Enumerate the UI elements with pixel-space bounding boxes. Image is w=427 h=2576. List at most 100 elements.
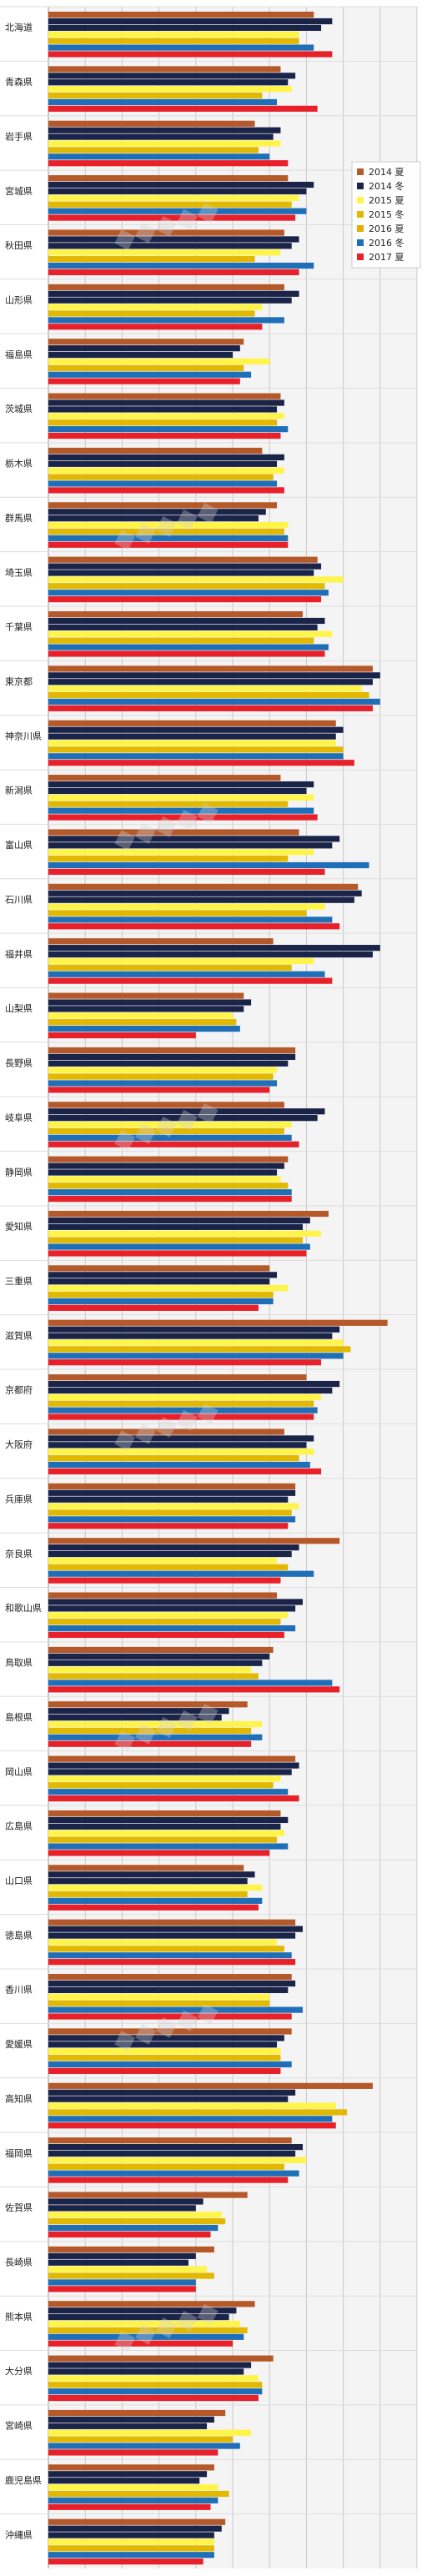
bar-4-1 [48, 236, 299, 243]
bar-29-2 [48, 1605, 296, 1612]
bar-39-4 [48, 2163, 284, 2170]
bar-0-1 [48, 18, 333, 25]
bar-14-4 [48, 801, 289, 807]
bar-7-5 [48, 426, 289, 433]
bar-42-1 [48, 2307, 237, 2314]
bar-36-4 [48, 2000, 270, 2006]
bar-1-2 [48, 79, 289, 86]
bar-8-1 [48, 454, 284, 460]
bar-4-3 [48, 249, 281, 256]
legend-label: 2016 夏 [369, 223, 404, 234]
bar-18-1 [48, 999, 252, 1006]
bar-0-2 [48, 24, 322, 31]
category-label: 栃木県 [5, 458, 33, 470]
category-label: 兵庫県 [5, 1493, 33, 1504]
bar-35-3 [48, 1939, 278, 1946]
bar-43-4 [48, 2382, 263, 2388]
bar-45-5 [48, 2497, 219, 2503]
bar-34-6 [48, 1904, 259, 1911]
bar-16-0 [48, 883, 359, 890]
bar-37-6 [48, 2067, 281, 2074]
bar-0-6 [48, 51, 333, 58]
bar-2-0 [48, 120, 255, 127]
bar-23-0 [48, 1265, 270, 1272]
bar-33-4 [48, 1836, 278, 1843]
bar-27-1 [48, 1489, 296, 1496]
bar-22-0 [48, 1210, 329, 1218]
bar-28-3 [48, 1557, 278, 1564]
bar-17-4 [48, 964, 292, 971]
bar-30-5 [48, 1680, 333, 1686]
bar-6-0 [48, 339, 244, 345]
bar-37-2 [48, 2041, 278, 2048]
category-label: 静岡県 [5, 1166, 33, 1178]
category-label: 秋田県 [5, 239, 33, 251]
bar-29-5 [48, 1624, 296, 1632]
bar-13-1 [48, 726, 344, 733]
category-label: 和歌山県 [5, 1602, 42, 1614]
bar-12-4 [48, 691, 369, 699]
bar-26-5 [48, 1461, 310, 1469]
bar-10-6 [48, 596, 322, 603]
bar-3-0 [48, 175, 289, 182]
bar-45-1 [48, 2471, 208, 2478]
bar-14-3 [48, 794, 314, 801]
bar-12-1 [48, 672, 380, 679]
bar-13-4 [48, 746, 344, 753]
bar-13-5 [48, 753, 344, 760]
legend-swatch [357, 254, 364, 260]
bar-44-6 [48, 2449, 219, 2456]
category-label: 岩手県 [5, 130, 33, 142]
bar-46-1 [48, 2525, 222, 2532]
bar-24-2 [48, 1333, 333, 1339]
bar-16-6 [48, 923, 340, 930]
bar-11-5 [48, 644, 329, 650]
category-label: 富山県 [5, 839, 33, 851]
bar-21-2 [48, 1169, 278, 1176]
bar-17-6 [48, 977, 333, 984]
bar-8-5 [48, 480, 278, 487]
bar-15-0 [48, 829, 299, 836]
bar-40-4 [48, 2218, 226, 2225]
bar-34-3 [48, 1884, 263, 1891]
legend-swatch [357, 239, 364, 246]
bar-2-4 [48, 147, 259, 153]
bar-17-2 [48, 951, 373, 958]
bar-32-4 [48, 1782, 274, 1789]
bar-41-6 [48, 2286, 196, 2292]
category-label: 福井県 [5, 948, 33, 960]
bar-0-4 [48, 38, 299, 44]
bar-41-2 [48, 2259, 188, 2266]
bar-31-6 [48, 1740, 252, 1747]
bar-24-0 [48, 1319, 388, 1326]
bar-2-1 [48, 127, 281, 133]
bar-1-5 [48, 98, 278, 106]
bar-13-6 [48, 760, 354, 766]
category-label: 長崎県 [5, 2257, 33, 2268]
bar-36-5 [48, 2006, 303, 2013]
bar-39-1 [48, 2144, 303, 2151]
category-label: 福島県 [5, 349, 33, 360]
bar-38-3 [48, 2102, 336, 2109]
bar-33-5 [48, 1843, 289, 1850]
bar-19-5 [48, 1080, 278, 1087]
bar-5-1 [48, 290, 299, 297]
bar-1-6 [48, 105, 318, 112]
bar-10-0 [48, 556, 318, 563]
bar-31-2 [48, 1715, 222, 1721]
category-label: 山口県 [5, 1876, 33, 1886]
bar-4-0 [48, 229, 284, 236]
bar-41-4 [48, 2272, 214, 2279]
bar-12-2 [48, 679, 373, 685]
category-label: 京都府 [5, 1384, 33, 1396]
bar-38-5 [48, 2116, 333, 2122]
category-label: 宮城県 [5, 185, 33, 197]
bar-29-6 [48, 1631, 284, 1639]
bar-11-2 [48, 624, 318, 630]
bar-34-5 [48, 1897, 263, 1904]
bar-14-5 [48, 807, 314, 814]
bar-31-0 [48, 1701, 248, 1708]
bar-4-6 [48, 269, 299, 276]
bar-46-4 [48, 2545, 214, 2552]
